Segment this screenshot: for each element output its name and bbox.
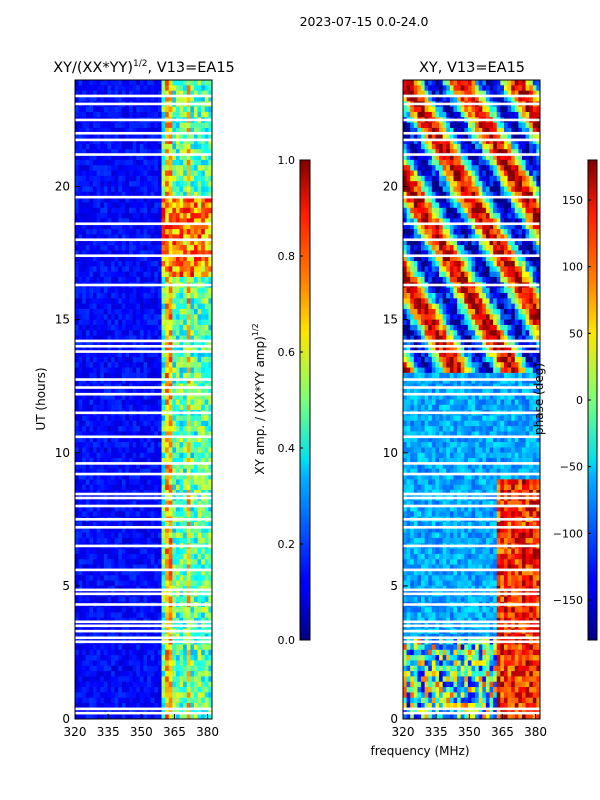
phase-panel: XY, V13=EA15 0 5 10 15 20 320 335 350 365 380 fre… (370, 60, 547, 758)
amplitude-panel-title: XY/(XX*YY)1/2, V13=EA15 (53, 59, 235, 76)
amplitude-colorbar: 0.0 0.2 0.4 0.6 0.8 1.0 XY amp. / (XX*YY amp)… (251, 154, 311, 647)
amplitude-colorbar-label-main: XY amp. / (XX*YY amp) (253, 336, 267, 474)
x-tick-label: 365 (491, 725, 514, 739)
amplitude-colorbar-ticks: 0.0 0.2 0.4 0.6 0.8 1.0 (278, 154, 303, 647)
colorbar-tick-label: −150 (553, 594, 583, 607)
amplitude-colorbar-label-exponent: 1/2 (251, 323, 260, 336)
phase-axes: 0 5 10 15 20 320 335 350 365 380 (383, 180, 547, 740)
y-tick-label: 20 (383, 180, 398, 194)
amplitude-y-axis-label: UT (hours) (34, 367, 48, 430)
amplitude-colorbar-label: XY amp. / (XX*YY amp)1/2 (251, 323, 267, 474)
figure-suptitle: 2023-07-15 0.0-24.0 (300, 14, 429, 29)
colorbar-tick-label: 0.6 (278, 346, 296, 359)
x-tick-label: 365 (163, 725, 186, 739)
y-tick-label: 5 (390, 579, 398, 593)
colorbar-tick-label: 0.0 (278, 634, 296, 647)
y-tick-label: 0 (390, 712, 398, 726)
y-tick-label: 15 (55, 313, 70, 327)
colorbar-tick-label: 100 (562, 261, 583, 274)
phase-panel-title: XY, V13=EA15 (419, 60, 525, 76)
frequency-axis-label: frequency (MHz) (370, 744, 469, 758)
amplitude-ratio-panel: XY/(XX*YY)1/2, V13=EA15 0 5 10 15 20 320 335 35… (34, 59, 235, 739)
amplitude-title-exponent: 1/2 (133, 59, 147, 69)
phase-heatmap (403, 80, 541, 720)
amplitude-plot-frame (74, 79, 213, 720)
colorbar-tick-label: 0.8 (278, 250, 296, 263)
phase-colorbar-label: phase (deg) (532, 363, 546, 435)
x-tick-label: 335 (97, 725, 120, 739)
amplitude-colorbar-gradient (300, 160, 310, 640)
amplitude-title-main: XY/(XX*YY) (53, 60, 133, 76)
colorbar-tick-label: 50 (569, 327, 583, 340)
y-tick-label: 15 (383, 313, 398, 327)
colorbar-tick-label: −100 (553, 527, 583, 540)
y-tick-label: 20 (55, 180, 70, 194)
y-tick-label: 10 (55, 446, 70, 460)
x-tick-label: 350 (130, 725, 153, 739)
phase-colorbar-gradient (588, 160, 597, 640)
colorbar-tick-label: 1.0 (278, 154, 296, 167)
x-tick-label: 380 (524, 725, 547, 739)
y-tick-label: 10 (383, 446, 398, 460)
x-tick-label: 320 (392, 725, 415, 739)
colorbar-tick-label: 150 (562, 194, 583, 207)
y-tick-label: 0 (62, 712, 70, 726)
amplitude-title-suffix: , V13=EA15 (148, 60, 235, 76)
amplitude-colorbar-frame (299, 159, 311, 641)
amplitude-axes: 0 5 10 15 20 320 335 350 365 380 (55, 180, 219, 740)
colorbar-tick-label: 0.4 (278, 442, 296, 455)
phase-plot-frame (402, 79, 541, 720)
x-tick-label: 320 (64, 725, 87, 739)
x-tick-label: 335 (425, 725, 448, 739)
y-tick-label: 5 (62, 579, 70, 593)
x-tick-label: 380 (196, 725, 219, 739)
phase-colorbar: −150 −100 −50 0 50 100 150 phase (deg) (532, 159, 598, 641)
phase-colorbar-ticks: −150 −100 −50 0 50 100 150 (553, 194, 591, 607)
x-tick-label: 350 (458, 725, 481, 739)
colorbar-tick-label: −50 (560, 461, 583, 474)
amplitude-heatmap (75, 80, 213, 720)
colorbar-tick-label: 0.2 (278, 538, 296, 551)
colorbar-tick-label: 0 (576, 394, 583, 407)
